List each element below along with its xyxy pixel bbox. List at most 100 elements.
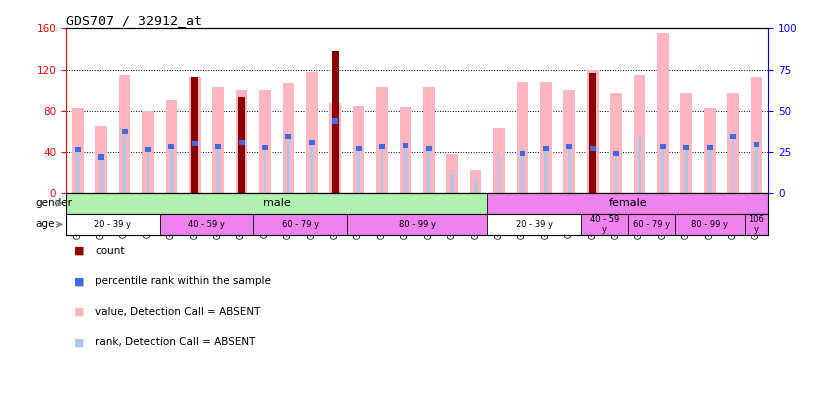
Bar xyxy=(404,146,407,193)
Bar xyxy=(753,142,759,147)
Bar xyxy=(165,100,178,193)
Bar xyxy=(287,136,290,193)
Bar xyxy=(470,171,482,193)
Bar xyxy=(95,126,107,193)
Text: 20 - 39 y: 20 - 39 y xyxy=(515,220,553,229)
Bar xyxy=(259,90,271,193)
Bar xyxy=(660,144,666,149)
Bar xyxy=(727,93,739,193)
Text: 60 - 79 y: 60 - 79 y xyxy=(633,220,670,229)
Bar xyxy=(567,149,571,193)
Bar xyxy=(100,157,102,193)
Bar xyxy=(540,82,552,193)
Bar xyxy=(628,214,675,235)
Bar xyxy=(330,103,341,193)
Bar xyxy=(474,179,477,193)
Bar xyxy=(704,108,715,193)
Bar xyxy=(427,149,430,193)
Bar xyxy=(239,140,244,145)
Bar xyxy=(216,147,220,193)
Bar xyxy=(638,136,641,193)
Bar xyxy=(146,150,150,193)
Bar xyxy=(119,75,131,193)
Bar xyxy=(212,87,224,193)
Text: ■: ■ xyxy=(74,277,85,286)
Text: gender: gender xyxy=(36,198,73,209)
Bar xyxy=(192,77,198,193)
Bar xyxy=(675,214,745,235)
Bar xyxy=(379,144,385,149)
Bar xyxy=(590,146,596,151)
Bar xyxy=(685,148,688,193)
Bar xyxy=(169,144,174,149)
Bar xyxy=(707,145,713,150)
Bar xyxy=(142,111,154,193)
Bar xyxy=(520,151,525,156)
Bar xyxy=(521,149,524,193)
Bar xyxy=(423,87,434,193)
Bar xyxy=(311,143,313,193)
Bar xyxy=(332,51,339,193)
Bar xyxy=(400,107,411,193)
Bar xyxy=(613,151,619,156)
Bar xyxy=(745,214,768,235)
Text: 80 - 99 y: 80 - 99 y xyxy=(691,220,729,229)
Bar xyxy=(543,146,548,151)
Bar xyxy=(451,173,453,193)
Text: 40 - 59 y: 40 - 59 y xyxy=(188,220,225,229)
Bar xyxy=(159,214,254,235)
Bar xyxy=(662,147,664,193)
Bar xyxy=(263,148,267,193)
Text: percentile rank within the sample: percentile rank within the sample xyxy=(95,277,271,286)
Text: rank, Detection Call = ABSENT: rank, Detection Call = ABSENT xyxy=(95,337,255,347)
Bar xyxy=(353,106,364,193)
Text: 80 - 99 y: 80 - 99 y xyxy=(399,220,435,229)
Bar xyxy=(262,145,268,150)
Bar xyxy=(610,93,622,193)
Bar xyxy=(657,34,669,193)
Text: count: count xyxy=(95,246,125,256)
Bar xyxy=(193,144,197,193)
Bar xyxy=(681,93,692,193)
Bar xyxy=(145,147,151,152)
Bar xyxy=(254,214,347,235)
Text: 20 - 39 y: 20 - 39 y xyxy=(94,220,131,229)
Bar xyxy=(75,147,81,152)
Bar xyxy=(755,145,758,193)
Bar xyxy=(306,72,318,193)
Bar xyxy=(497,154,501,193)
Bar xyxy=(563,90,575,193)
Bar xyxy=(708,148,711,193)
Text: male: male xyxy=(263,198,291,209)
Text: ■: ■ xyxy=(74,246,85,256)
Bar xyxy=(356,146,362,151)
Bar xyxy=(493,128,505,193)
Bar xyxy=(381,147,383,193)
Bar xyxy=(589,72,596,193)
Bar xyxy=(66,214,159,235)
Bar xyxy=(309,140,315,145)
Bar xyxy=(192,141,197,146)
Bar xyxy=(216,144,221,149)
Text: 40 - 59
y: 40 - 59 y xyxy=(590,215,619,234)
Bar xyxy=(235,90,248,193)
Bar xyxy=(402,143,408,148)
Bar xyxy=(487,193,768,214)
Text: age: age xyxy=(36,220,55,229)
Bar xyxy=(334,121,337,193)
Bar xyxy=(446,154,458,193)
Text: value, Detection Call = ABSENT: value, Detection Call = ABSENT xyxy=(95,307,260,317)
Text: female: female xyxy=(609,198,647,209)
Bar xyxy=(487,214,581,235)
Text: ■: ■ xyxy=(74,307,85,317)
Bar xyxy=(567,144,572,149)
Bar xyxy=(170,147,173,193)
Text: 60 - 79 y: 60 - 79 y xyxy=(282,220,319,229)
Bar xyxy=(615,154,618,193)
Bar xyxy=(516,82,529,193)
Bar xyxy=(76,150,79,193)
Text: ■: ■ xyxy=(74,337,85,347)
Bar xyxy=(376,87,388,193)
Bar xyxy=(347,214,487,235)
Bar xyxy=(357,149,360,193)
